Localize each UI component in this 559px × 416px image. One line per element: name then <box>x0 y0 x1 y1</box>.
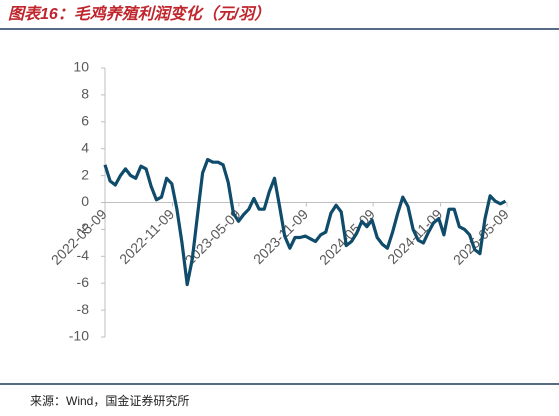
y-tick-label: 4 <box>81 139 89 155</box>
y-tick-label: -6 <box>77 274 90 290</box>
y-tick-label: -2 <box>77 220 90 236</box>
y-tick-label: 0 <box>81 193 89 209</box>
y-tick-label: 6 <box>81 113 89 129</box>
x-tick-label: 2022-11-09 <box>116 206 177 267</box>
chart-title: 图表16：毛鸡养殖利润变化（元/羽） <box>8 4 270 23</box>
y-tick-label: -8 <box>77 301 90 317</box>
x-tick-label: 2024-05-09 <box>316 206 378 268</box>
y-tick-label: 2 <box>81 166 89 182</box>
y-tick-label: -4 <box>77 247 90 263</box>
y-tick-label: 10 <box>73 59 89 75</box>
y-tick-label: -10 <box>69 328 89 344</box>
y-tick-label: 8 <box>81 86 89 102</box>
line-series <box>103 157 507 287</box>
source: 来源：Wind，国金证券研究所 <box>30 393 189 408</box>
